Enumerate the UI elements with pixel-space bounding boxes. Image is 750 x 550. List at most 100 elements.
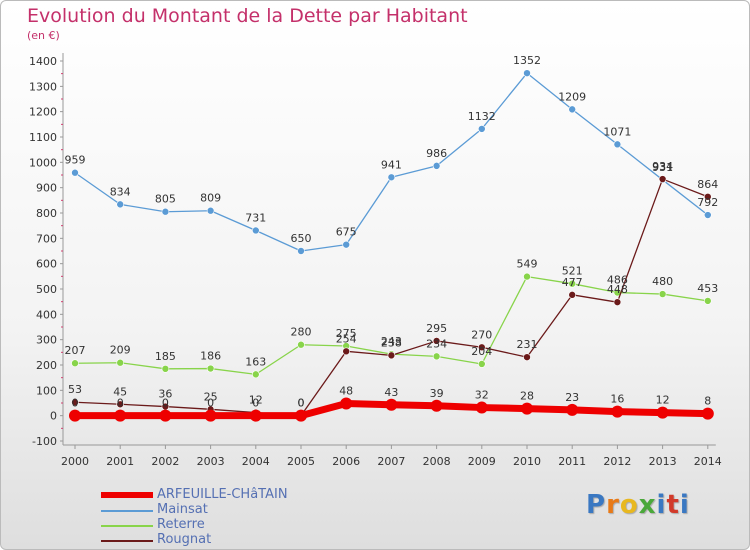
series-point-1 bbox=[477, 125, 486, 133]
logo-letter: o bbox=[619, 490, 639, 520]
series-point-0 bbox=[656, 406, 669, 419]
data-label-3: 45 bbox=[113, 385, 127, 398]
series-point-0 bbox=[114, 409, 127, 422]
chart-data-labels: 959 834 805 809 731 650 675 941 986 1132 1352 1209 1… bbox=[65, 54, 719, 410]
series-point-1 bbox=[206, 206, 215, 215]
data-label-0: 8 bbox=[704, 395, 711, 408]
data-label-3: 53 bbox=[68, 383, 82, 396]
series-point-3 bbox=[432, 337, 441, 345]
logo-letter: x bbox=[638, 490, 657, 520]
data-label-3: 477 bbox=[562, 276, 583, 289]
series-point-1 bbox=[71, 168, 79, 177]
series-point-0 bbox=[204, 409, 217, 422]
series-point-3 bbox=[613, 298, 622, 306]
series-point-2 bbox=[658, 290, 667, 298]
data-label-1: 986 bbox=[426, 147, 447, 160]
series-point-0 bbox=[475, 401, 488, 414]
data-label-2: 207 bbox=[65, 344, 86, 357]
data-label-2: 549 bbox=[517, 258, 538, 271]
data-label-2: 243 bbox=[381, 335, 402, 348]
data-label-2: 186 bbox=[200, 350, 221, 363]
x-tick-label: 2010 bbox=[513, 455, 541, 468]
y-tick-label: 1100 bbox=[29, 131, 57, 144]
data-label-1: 731 bbox=[245, 211, 266, 224]
data-label-1: 809 bbox=[200, 192, 221, 205]
data-label-1: 1352 bbox=[513, 54, 541, 67]
data-label-0: 0 bbox=[298, 397, 305, 410]
data-label-3: 254 bbox=[336, 332, 357, 345]
x-tick-label: 2000 bbox=[61, 455, 89, 468]
series-point-1 bbox=[613, 140, 622, 149]
data-label-2: 163 bbox=[245, 355, 266, 368]
data-label-3: 864 bbox=[697, 178, 718, 191]
data-label-3: 25 bbox=[204, 390, 218, 403]
series-point-3 bbox=[658, 175, 667, 183]
proxiti-logo: Proxiti bbox=[586, 490, 690, 520]
series-point-1 bbox=[116, 200, 124, 209]
series-point-3 bbox=[71, 398, 79, 407]
x-tick-label: 2007 bbox=[377, 455, 405, 468]
x-tick-label: 2014 bbox=[694, 455, 722, 468]
data-label-1: 931 bbox=[652, 161, 673, 174]
series-point-2 bbox=[432, 352, 441, 361]
series-point-3 bbox=[523, 353, 531, 361]
series-point-2 bbox=[297, 340, 305, 349]
logo-letter: t bbox=[666, 490, 680, 520]
x-tick-label: 2009 bbox=[468, 455, 496, 468]
series-point-3 bbox=[568, 291, 577, 299]
series-point-0 bbox=[295, 409, 307, 422]
y-tick-label: 100 bbox=[36, 384, 57, 397]
data-label-1: 675 bbox=[336, 226, 357, 239]
data-label-2: 280 bbox=[291, 326, 312, 339]
y-tick-label: 900 bbox=[36, 182, 57, 195]
series-point-1 bbox=[432, 162, 441, 170]
legend-swatch-reterre bbox=[101, 525, 153, 527]
data-label-1: 1071 bbox=[603, 125, 631, 138]
series-point-3 bbox=[342, 347, 351, 356]
x-tick-label: 2001 bbox=[106, 455, 134, 468]
data-label-1: 1132 bbox=[468, 110, 496, 123]
data-label-3: 934 bbox=[652, 160, 673, 173]
series-point-0 bbox=[385, 398, 398, 411]
data-label-2: 453 bbox=[697, 282, 718, 295]
y-tick-label: 200 bbox=[36, 359, 57, 372]
series-point-2 bbox=[206, 364, 215, 373]
legend-label-mainsat: Mainsat bbox=[157, 502, 208, 517]
data-label-1: 805 bbox=[155, 193, 176, 206]
logo-letter: P bbox=[586, 490, 607, 520]
data-label-0: 16 bbox=[610, 393, 624, 406]
data-label-0: 28 bbox=[520, 390, 534, 403]
data-label-3: 448 bbox=[607, 283, 628, 296]
series-point-0 bbox=[430, 399, 443, 412]
legend-swatch-arfeuille bbox=[101, 492, 153, 498]
data-label-3: 295 bbox=[426, 322, 447, 335]
series-point-0 bbox=[611, 405, 624, 418]
x-tick-label: 2006 bbox=[332, 455, 360, 468]
y-tick-label: 0 bbox=[50, 410, 57, 423]
data-label-2: 234 bbox=[426, 337, 447, 350]
legend-label-rougnat: Rougnat bbox=[157, 532, 212, 547]
y-tick-label: 400 bbox=[36, 308, 57, 321]
series-point-0 bbox=[69, 409, 81, 422]
series-point-3 bbox=[116, 400, 124, 409]
series-point-0 bbox=[340, 397, 353, 410]
data-label-3: 12 bbox=[249, 394, 263, 407]
legend-swatch-rougnat bbox=[101, 540, 153, 542]
series-point-1 bbox=[297, 247, 305, 255]
x-tick-label: 2002 bbox=[151, 455, 179, 468]
series-point-1 bbox=[703, 211, 712, 219]
series-point-2 bbox=[71, 359, 79, 368]
legend-swatch-mainsat bbox=[101, 510, 153, 512]
series-point-3 bbox=[477, 343, 486, 352]
data-label-3: 0 bbox=[298, 397, 305, 410]
series-point-2 bbox=[568, 279, 577, 288]
x-tick-label: 2013 bbox=[649, 455, 677, 468]
data-label-2: 204 bbox=[471, 345, 492, 358]
data-label-3: 36 bbox=[158, 388, 172, 401]
data-label-2: 209 bbox=[110, 344, 131, 357]
data-label-0: 23 bbox=[565, 391, 579, 404]
y-tick-label: 1300 bbox=[29, 80, 57, 93]
series-point-2 bbox=[477, 360, 486, 368]
data-label-2: 521 bbox=[562, 265, 583, 278]
chart-axes: -100010020030040050060070080090010001100… bbox=[29, 53, 722, 468]
